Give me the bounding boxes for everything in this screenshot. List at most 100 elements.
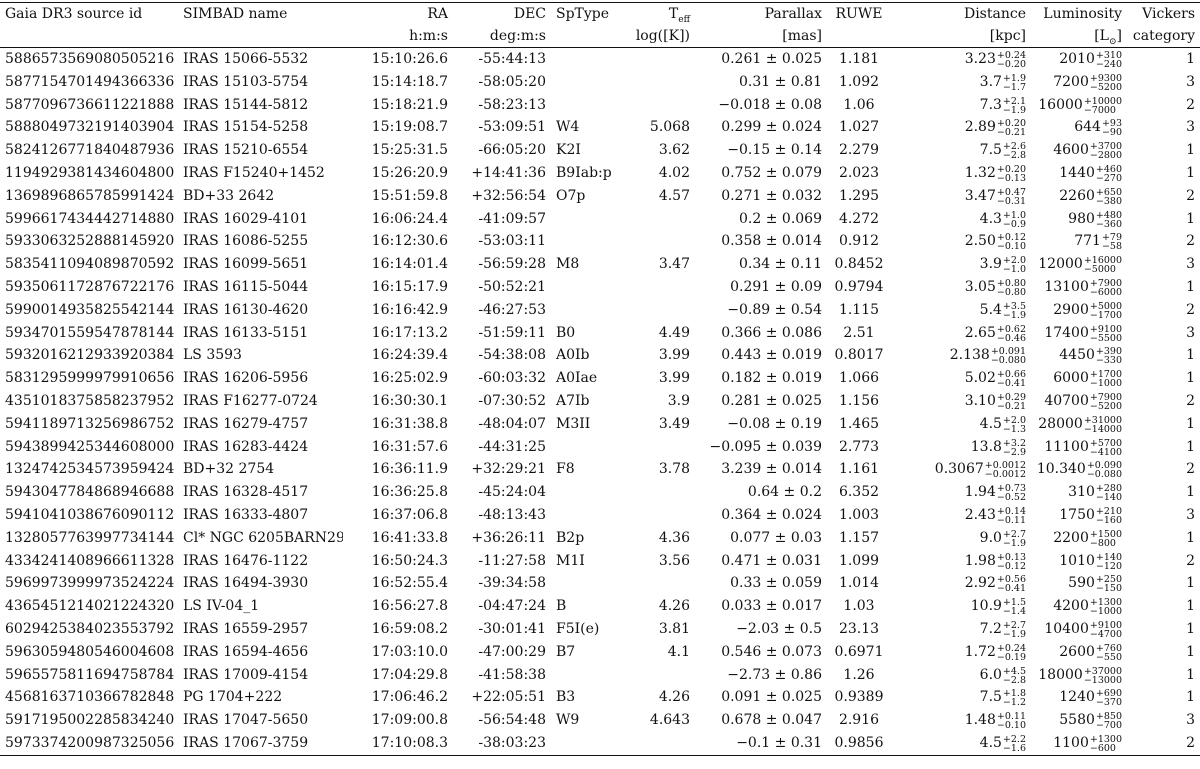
distance-error: +2.0 −1.3 — [1003, 416, 1026, 435]
sptype-value — [551, 208, 621, 231]
gaia-id: 1369896865785991424 — [5, 187, 175, 204]
gaia-id: 4351018375858237952 — [5, 392, 175, 409]
ruwe-value: 1.027 — [838, 119, 880, 136]
luminosity-error: +93 −90 — [1102, 119, 1122, 138]
table-row: 5996617434442714880 IRAS 16029-4101 16:06:… — [0, 208, 1200, 231]
simbad-name: IRAS 16476-1122 — [183, 552, 309, 569]
distance-error-minus: −0.46 — [996, 332, 1026, 344]
distance-value: 1.32 — [964, 164, 996, 181]
table-row: 5973374200987325056 IRAS 17067-3759 17:10:… — [0, 731, 1200, 756]
luminosity-cell: 28000 +31000 −14000 — [1031, 413, 1127, 436]
distance-error: +0.11 −0.10 — [997, 712, 1026, 731]
luminosity-error: +7900 −5200 — [1090, 393, 1122, 412]
gaia-id: 1328057763997734144 — [5, 529, 175, 546]
gaia-id: 5969973999973524224 — [5, 575, 175, 592]
simbad-name: IRAS 15103-5754 — [183, 73, 309, 90]
luminosity-cell: 644 +93 −90 — [1031, 116, 1127, 139]
sptype-value: A7Ib — [556, 392, 590, 409]
dec-value: -56:54:48 — [478, 712, 546, 729]
luminosity-error-plus: +79 — [1101, 232, 1122, 244]
dec-value: -46:27:53 — [478, 301, 546, 318]
distance-value: 4.5 — [979, 415, 1002, 432]
distance-error: +0.12 −0.10 — [997, 233, 1026, 252]
dec-value: -38:03:23 — [453, 731, 551, 756]
vickers-category: 2 — [1186, 96, 1195, 113]
sptype-value: F8 — [556, 461, 575, 478]
parallax-value: 0.678 ± 0.047 — [721, 712, 822, 729]
ruwe-value: 0.912 — [838, 233, 880, 250]
luminosity-error-minus: −600 — [1089, 742, 1116, 754]
parallax-value: −0.15 ± 0.14 — [727, 142, 822, 159]
distance-error-plus: +0.47 — [996, 186, 1026, 198]
simbad-name: PG 1704+222 — [183, 689, 283, 706]
table-row: 4351018375858237952 IRAS F16277-0724 16:30… — [0, 390, 1200, 413]
teff-value: 3.99 — [658, 370, 690, 387]
simbad-name: IRAS 16133-5151 — [183, 324, 309, 341]
sptype-value: F5I(e) — [556, 620, 600, 637]
luminosity-value: 590 — [1068, 575, 1095, 592]
col-gaia-unit — [0, 25, 178, 48]
luminosity-error: +9100 −4700 — [1090, 621, 1122, 640]
gaia-id: 6029425384023553792 — [5, 620, 175, 637]
luminosity-cell: 2260 +650 −380 — [1031, 185, 1127, 208]
sptype-value: A0Ib — [556, 347, 590, 364]
dec-value: -41:09:57 — [478, 210, 546, 227]
luminosity-error: +5700 −4100 — [1090, 438, 1122, 457]
distance-error: +0.0012 −0.0012 — [985, 461, 1026, 480]
table-row: 5933063252888145920 IRAS 16086-5255 16:12:… — [0, 230, 1200, 253]
ruwe-value: 1.115 — [838, 301, 880, 318]
gaia-id: 5941189713256986752 — [5, 415, 175, 432]
dec-value: -11:27:58 — [478, 552, 546, 569]
col-sptype-unit — [551, 25, 621, 48]
ra-value: 17:10:08.3 — [343, 731, 453, 756]
gaia-id: 1324742534573959424 — [5, 461, 175, 478]
distance-error-plus: +0.62 — [996, 323, 1026, 335]
teff-symbol: T — [668, 6, 679, 22]
col-luminosity-header: Luminosity — [1031, 2, 1127, 25]
luminosity-value: 10.340 — [1036, 461, 1086, 478]
luminosity-value: 4200 — [1053, 598, 1089, 615]
ruwe-value: 23.13 — [838, 620, 880, 637]
vickers-category: 1 — [1186, 164, 1195, 181]
distance-error-plus: +2.6 — [1002, 141, 1026, 153]
col-distance-header: Distance — [891, 2, 1031, 25]
parallax-value: 0.471 ± 0.031 — [721, 552, 822, 569]
dec-value: -39:34:58 — [478, 575, 546, 592]
distance-error-minus: −1.2 — [1002, 697, 1026, 709]
distance-error: +3.2 −2.9 — [1003, 438, 1026, 457]
table-row: 5888049732191403904 IRAS 15154-5258 15:19:… — [0, 116, 1200, 139]
ruwe-value: 1.161 — [838, 461, 880, 478]
ruwe-value: 1.099 — [838, 552, 880, 569]
distance-error-minus: −1.9 — [1002, 628, 1026, 640]
distance-cell: 2.50 +0.12 −0.10 — [891, 230, 1031, 253]
luminosity-cell: 1010 +140 −120 — [1031, 550, 1127, 573]
sptype-value — [551, 481, 621, 504]
distance-cell: 5.4 +3.5 −1.9 — [891, 299, 1031, 322]
gaia-id: 4334241408966611328 — [5, 552, 175, 569]
sptype-value: O7p — [556, 187, 586, 204]
luminosity-cell: 771 +79 −58 — [1031, 230, 1127, 253]
luminosity-error-plus: +31000 — [1083, 414, 1122, 426]
distance-error-plus: +1.5 — [1002, 597, 1026, 609]
luminosity-value: 28000 — [1038, 415, 1083, 432]
distance-error-minus: −0.20 — [996, 59, 1026, 70]
distance-error-minus: −0.080 — [990, 355, 1026, 367]
luminosity-cell: 5580 +850 −700 — [1031, 709, 1127, 732]
distance-value: 13.8 — [970, 438, 1002, 455]
gaia-id: 5996617434442714880 — [5, 210, 175, 227]
distance-error-plus: +0.091 — [990, 346, 1026, 358]
distance-error: +2.7 −1.9 — [1002, 621, 1026, 640]
distance-value: 5.02 — [964, 370, 996, 387]
vickers-category: 1 — [1186, 415, 1195, 432]
distance-error-minus: −1.7 — [1002, 81, 1026, 93]
luminosity-error-minus: −120 — [1095, 560, 1122, 572]
teff-value: 3.49 — [658, 415, 690, 432]
luminosity-error-minus: −800 — [1089, 537, 1116, 549]
luminosity-error-plus: +310 — [1095, 50, 1122, 61]
sptype-value — [551, 731, 621, 756]
table-row: 5943047784868946688 IRAS 16328-4517 16:36:… — [0, 481, 1200, 504]
sptype-value — [551, 230, 621, 253]
distance-value: 3.10 — [964, 392, 996, 409]
luminosity-error-plus: +7900 — [1089, 277, 1122, 289]
vickers-category: 1 — [1186, 438, 1195, 455]
